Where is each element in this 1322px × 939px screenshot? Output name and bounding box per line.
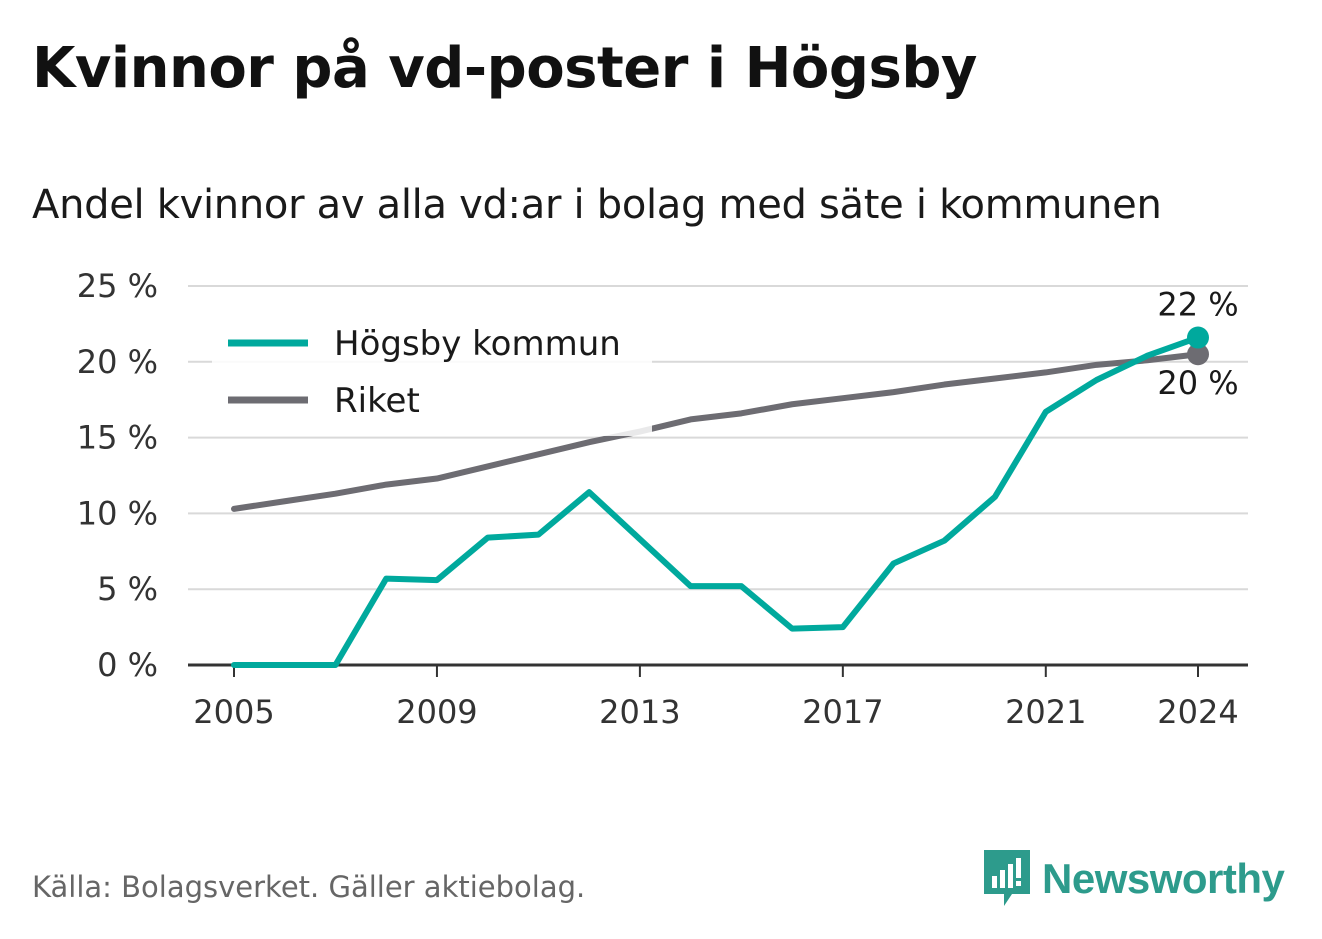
y-tick-label: 20 % (77, 343, 158, 381)
legend-label: Riket (334, 381, 420, 421)
newsworthy-logo-icon (984, 850, 1030, 906)
y-tick-label: 0 % (97, 646, 158, 684)
x-tick-label: 2009 (396, 693, 477, 731)
y-tick-label: 15 % (77, 419, 158, 457)
brand-logo: Newsworthy (982, 848, 1285, 910)
chart-title: Kvinnor på vd-poster i Högsby (32, 36, 977, 101)
legend-label: Högsby kommun (334, 324, 621, 364)
series-lines (231, 326, 1209, 668)
end-label-riket: 20 % (1157, 364, 1238, 402)
y-axis-ticks: 0 % 5 % 10 % 15 % 20 % 25 % (77, 267, 158, 684)
end-labels: 22 % 20 % (1157, 286, 1238, 403)
x-tick-label: 2021 (1005, 693, 1086, 731)
y-tick-label: 5 % (97, 570, 158, 608)
x-tick-label: 2017 (802, 693, 883, 731)
series-end-point (1187, 343, 1209, 366)
legend-box (212, 314, 652, 436)
y-tick-label: 25 % (77, 267, 158, 305)
y-tick-label: 10 % (77, 494, 158, 532)
end-label-hogsby: 22 % (1157, 286, 1238, 324)
chart-subtitle: Andel kvinnor av alla vd:ar i bolag med … (32, 182, 1162, 228)
legend: Högsby kommun Riket (212, 314, 652, 436)
series-line (231, 334, 1201, 668)
x-tick-label: 2013 (599, 693, 680, 731)
series-end-point (1187, 326, 1209, 349)
x-tick-label: 2005 (193, 693, 274, 731)
series-line (231, 351, 1201, 512)
brand-name: Newsworthy (1042, 855, 1285, 902)
source-note: Källa: Bolagsverket. Gäller aktiebolag. (32, 870, 586, 904)
x-tick-label: 2024 (1157, 693, 1238, 731)
x-axis: 2005 2009 2013 2017 2021 2024 (188, 663, 1248, 731)
